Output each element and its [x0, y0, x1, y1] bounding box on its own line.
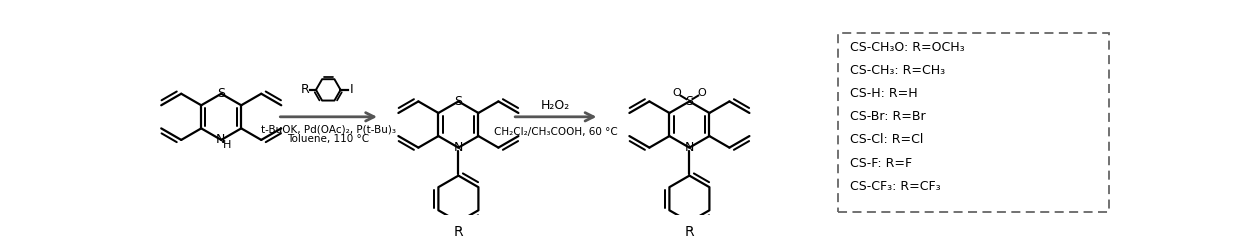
Text: R: R	[454, 225, 464, 239]
Text: CS-F: R=F: CS-F: R=F	[849, 157, 911, 169]
Text: N: N	[216, 133, 226, 146]
Text: R: R	[684, 225, 694, 239]
Text: H₂O₂: H₂O₂	[541, 99, 570, 112]
Text: CS-CF₃: R=CF₃: CS-CF₃: R=CF₃	[849, 180, 940, 193]
Text: S: S	[454, 95, 463, 108]
Text: CS-CH₃: R=CH₃: CS-CH₃: R=CH₃	[849, 64, 945, 77]
FancyBboxPatch shape	[838, 33, 1109, 212]
Text: O: O	[698, 88, 707, 98]
Text: N: N	[684, 141, 694, 154]
Text: CS-H: R=H: CS-H: R=H	[849, 87, 918, 100]
Text: Toluene, 110 °C: Toluene, 110 °C	[288, 134, 370, 144]
Text: t-BuOK, Pd(OAc)₂, P(t-Bu)₃: t-BuOK, Pd(OAc)₂, P(t-Bu)₃	[260, 124, 396, 134]
Text: R: R	[301, 83, 310, 96]
Text: H: H	[222, 140, 231, 150]
Text: CS-Br: R=Br: CS-Br: R=Br	[849, 110, 925, 123]
Text: S: S	[686, 95, 693, 108]
Text: CS-Cl: R=Cl: CS-Cl: R=Cl	[849, 133, 923, 146]
Text: S: S	[217, 87, 226, 100]
Text: N: N	[454, 141, 463, 154]
Text: CH₂Cl₂/CH₃COOH, 60 °C: CH₂Cl₂/CH₃COOH, 60 °C	[494, 127, 618, 137]
Text: CS-CH₃O: R=OCH₃: CS-CH₃O: R=OCH₃	[849, 41, 965, 54]
Text: O: O	[672, 88, 681, 98]
Text: I: I	[350, 83, 353, 96]
